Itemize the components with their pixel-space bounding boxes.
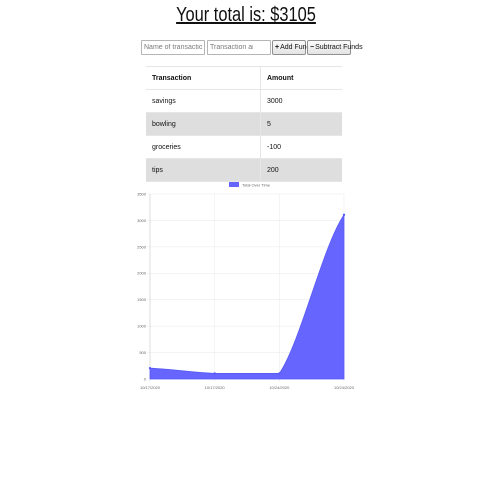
legend-label: Total Over Time (242, 183, 271, 188)
column-header-amount: Amount (260, 66, 342, 90)
data-point (213, 372, 216, 375)
subtract-funds-label: Subtract Funds (315, 44, 363, 51)
y-tick-label: 500 (139, 350, 146, 355)
add-funds-label: Add Funds (280, 44, 314, 51)
y-tick-label: 2000 (137, 271, 147, 276)
x-tick-label: 10/24/2020 (269, 385, 290, 390)
transaction-amount-cell: 3000 (260, 89, 342, 113)
table-row: savings 3000 (146, 89, 342, 113)
transaction-amount-cell: 5 (260, 112, 342, 136)
minus-icon: − (310, 44, 315, 51)
transaction-name-cell: tips (146, 158, 261, 182)
transaction-name-cell: groceries (146, 135, 261, 159)
table-row: bowling 5 (146, 112, 342, 136)
x-tick-label: 10/24/2020 (334, 385, 355, 390)
add-funds-button[interactable]: +Add Funds (272, 40, 314, 55)
y-tick-label: 2500 (137, 244, 147, 249)
transaction-amount-input[interactable] (207, 40, 271, 55)
data-point (148, 366, 152, 370)
y-tick-label: 3500 (137, 191, 147, 196)
plus-icon: + (275, 44, 280, 51)
transaction-name-cell: bowling (146, 112, 261, 136)
transaction-name-input[interactable] (141, 40, 205, 55)
data-point (278, 372, 281, 375)
total-heading: Your total is: $3105 (176, 4, 316, 26)
subtract-funds-button[interactable]: −Subtract Funds (307, 40, 363, 55)
column-header-transaction: Transaction (146, 66, 261, 90)
y-tick-label: 0 (144, 376, 147, 381)
transactions-table: Transaction Amount savings 3000 bowling … (146, 66, 342, 182)
table-row: tips 200 (146, 158, 342, 182)
x-tick-label: 10/17/2020 (205, 385, 226, 390)
y-tick-label: 1000 (137, 324, 147, 329)
data-point (342, 213, 346, 217)
legend-swatch (229, 182, 239, 187)
y-tick-label: 1500 (137, 297, 147, 302)
total-area-series (149, 213, 345, 380)
table-row: groceries -100 (146, 135, 342, 159)
transaction-amount-cell: -100 (260, 135, 342, 159)
y-tick-label: 3000 (137, 218, 147, 223)
x-tick-label: 10/17/2020 (140, 385, 161, 390)
table-header-row: Transaction Amount (146, 66, 342, 90)
transaction-amount-cell: 200 (260, 158, 342, 182)
transaction-name-cell: savings (146, 89, 261, 113)
